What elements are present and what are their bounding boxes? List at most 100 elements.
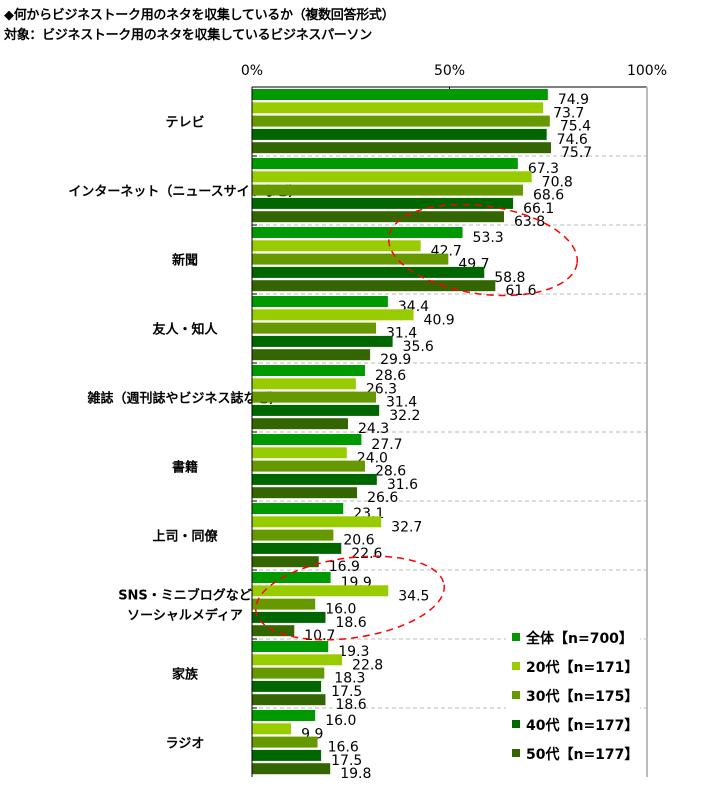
bar: [252, 654, 343, 666]
data-label: 67.3: [528, 161, 559, 177]
data-label: 16.0: [325, 713, 356, 729]
bar: [252, 723, 292, 735]
data-label: 18.6: [335, 615, 366, 631]
data-label: 32.7: [391, 519, 422, 535]
bar: [252, 115, 550, 127]
bar: [252, 365, 365, 376]
category-label: 友人・知人: [152, 322, 218, 338]
data-label: 22.8: [352, 657, 383, 673]
data-label: 19.8: [340, 766, 371, 782]
category-label: SNS・ミニブログなど: [118, 588, 252, 604]
data-label: 19.3: [338, 644, 369, 660]
data-label: 20.6: [343, 533, 374, 549]
data-label: 74.6: [557, 132, 588, 148]
bar: [252, 694, 326, 706]
data-label: 35.6: [403, 339, 434, 355]
data-label: 24.3: [358, 421, 389, 437]
legend-swatch: [512, 662, 520, 670]
legend-label: 全体【n=700】: [525, 630, 633, 647]
bar: [252, 542, 342, 554]
bar: [252, 503, 344, 514]
category-label: 雑誌（週刊誌やビジネス誌など）: [86, 391, 282, 407]
data-label: 73.7: [553, 105, 584, 121]
data-label: 66.1: [523, 201, 554, 217]
bar: [252, 349, 371, 361]
data-label: 74.9: [558, 92, 589, 108]
category-label: 新聞: [172, 253, 198, 269]
bar: [252, 184, 523, 196]
data-label: 18.3: [334, 671, 365, 687]
x-tick-label: 100%: [627, 63, 667, 79]
data-label: 40.9: [424, 312, 455, 328]
bar: [252, 128, 547, 140]
chart-title: ◆何からビジネストーク用のネタを収集しているか（複数回答形式）: [4, 8, 395, 23]
bar: [252, 611, 326, 623]
bar: [252, 516, 382, 528]
bar: [252, 598, 316, 610]
bar: [252, 102, 544, 114]
data-label: 58.8: [494, 270, 525, 286]
bar: [252, 641, 329, 652]
data-label: 31.4: [386, 395, 417, 411]
legend-swatch: [512, 720, 520, 728]
category-label: 書籍: [172, 460, 198, 476]
bar: [252, 240, 421, 252]
data-label: 28.6: [375, 368, 406, 384]
bar: [252, 418, 348, 430]
bar: [252, 296, 388, 307]
bar: [252, 335, 393, 347]
bar: [252, 404, 380, 416]
bar: [252, 763, 331, 775]
x-tick-label: 0%: [241, 63, 263, 79]
data-label: 16.9: [329, 559, 360, 575]
bar: [252, 473, 377, 485]
category-label: インターネット（ニュースサイトなど）: [68, 184, 301, 200]
chart-subtitle: 対象：ビジネストーク用のネタを収集しているビジネスパーソン: [4, 28, 372, 43]
category-label: テレビ: [165, 115, 204, 131]
legend-swatch: [512, 633, 520, 641]
data-label: 61.6: [505, 283, 536, 299]
data-label: 18.6: [335, 697, 366, 713]
bar: [252, 572, 331, 583]
data-label: 17.5: [331, 684, 362, 700]
legend-label: 20代【n=171】: [526, 659, 638, 676]
legend-label: 30代【n=175】: [526, 688, 638, 705]
highlight-ellipse: [255, 555, 445, 641]
bar: [252, 322, 377, 334]
bar: [252, 89, 548, 100]
data-label: 68.6: [533, 188, 564, 204]
data-label: 31.6: [387, 477, 418, 493]
data-label: 27.7: [371, 437, 402, 453]
bar: [252, 667, 325, 679]
bar: [252, 309, 414, 321]
data-label: 28.6: [375, 464, 406, 480]
legend-swatch: [512, 749, 520, 757]
legend-label: 40代【n=177】: [526, 717, 638, 734]
bar: [252, 280, 496, 292]
data-label: 75.4: [560, 119, 591, 135]
bar: [252, 378, 356, 390]
bar: [252, 556, 319, 568]
bar: [252, 142, 552, 154]
data-label: 17.5: [331, 753, 362, 769]
bar: [252, 749, 322, 761]
data-label: 16.6: [328, 740, 359, 756]
data-label: 32.2: [389, 408, 420, 424]
data-label: 16.0: [325, 602, 356, 618]
highlight-ellipse: [387, 203, 579, 297]
data-label: 53.3: [473, 230, 504, 246]
data-label: 31.4: [386, 326, 417, 342]
bar: [252, 211, 505, 223]
legend-background: [506, 624, 640, 772]
data-label: 75.7: [561, 145, 592, 161]
bar: [252, 487, 358, 499]
data-label: 34.5: [398, 588, 429, 604]
category-label: 上司・同僚: [152, 529, 218, 545]
data-label: 26.6: [367, 490, 398, 506]
legend-swatch: [512, 691, 520, 699]
bar: [252, 585, 389, 597]
legend-label: 50代【n=177】: [526, 746, 638, 763]
bar: [252, 391, 377, 403]
